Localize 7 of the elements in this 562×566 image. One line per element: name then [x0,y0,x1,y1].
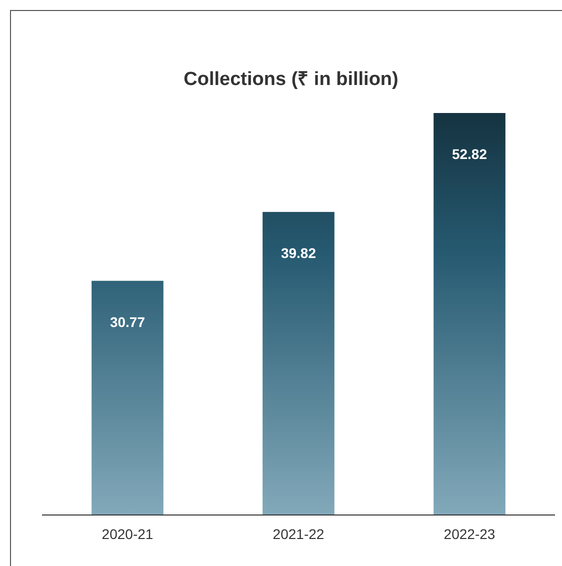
x-tick-label: 2022-23 [444,526,496,542]
data-label: 30.77 [110,314,146,330]
chart-title: Collections (₹ in billion) [184,69,398,90]
data-label: 39.82 [280,244,316,261]
x-tick-label: 2020-21 [102,526,154,542]
data-label: 52.82 [452,146,488,162]
x-tick-label: 2021-22 [272,526,324,542]
